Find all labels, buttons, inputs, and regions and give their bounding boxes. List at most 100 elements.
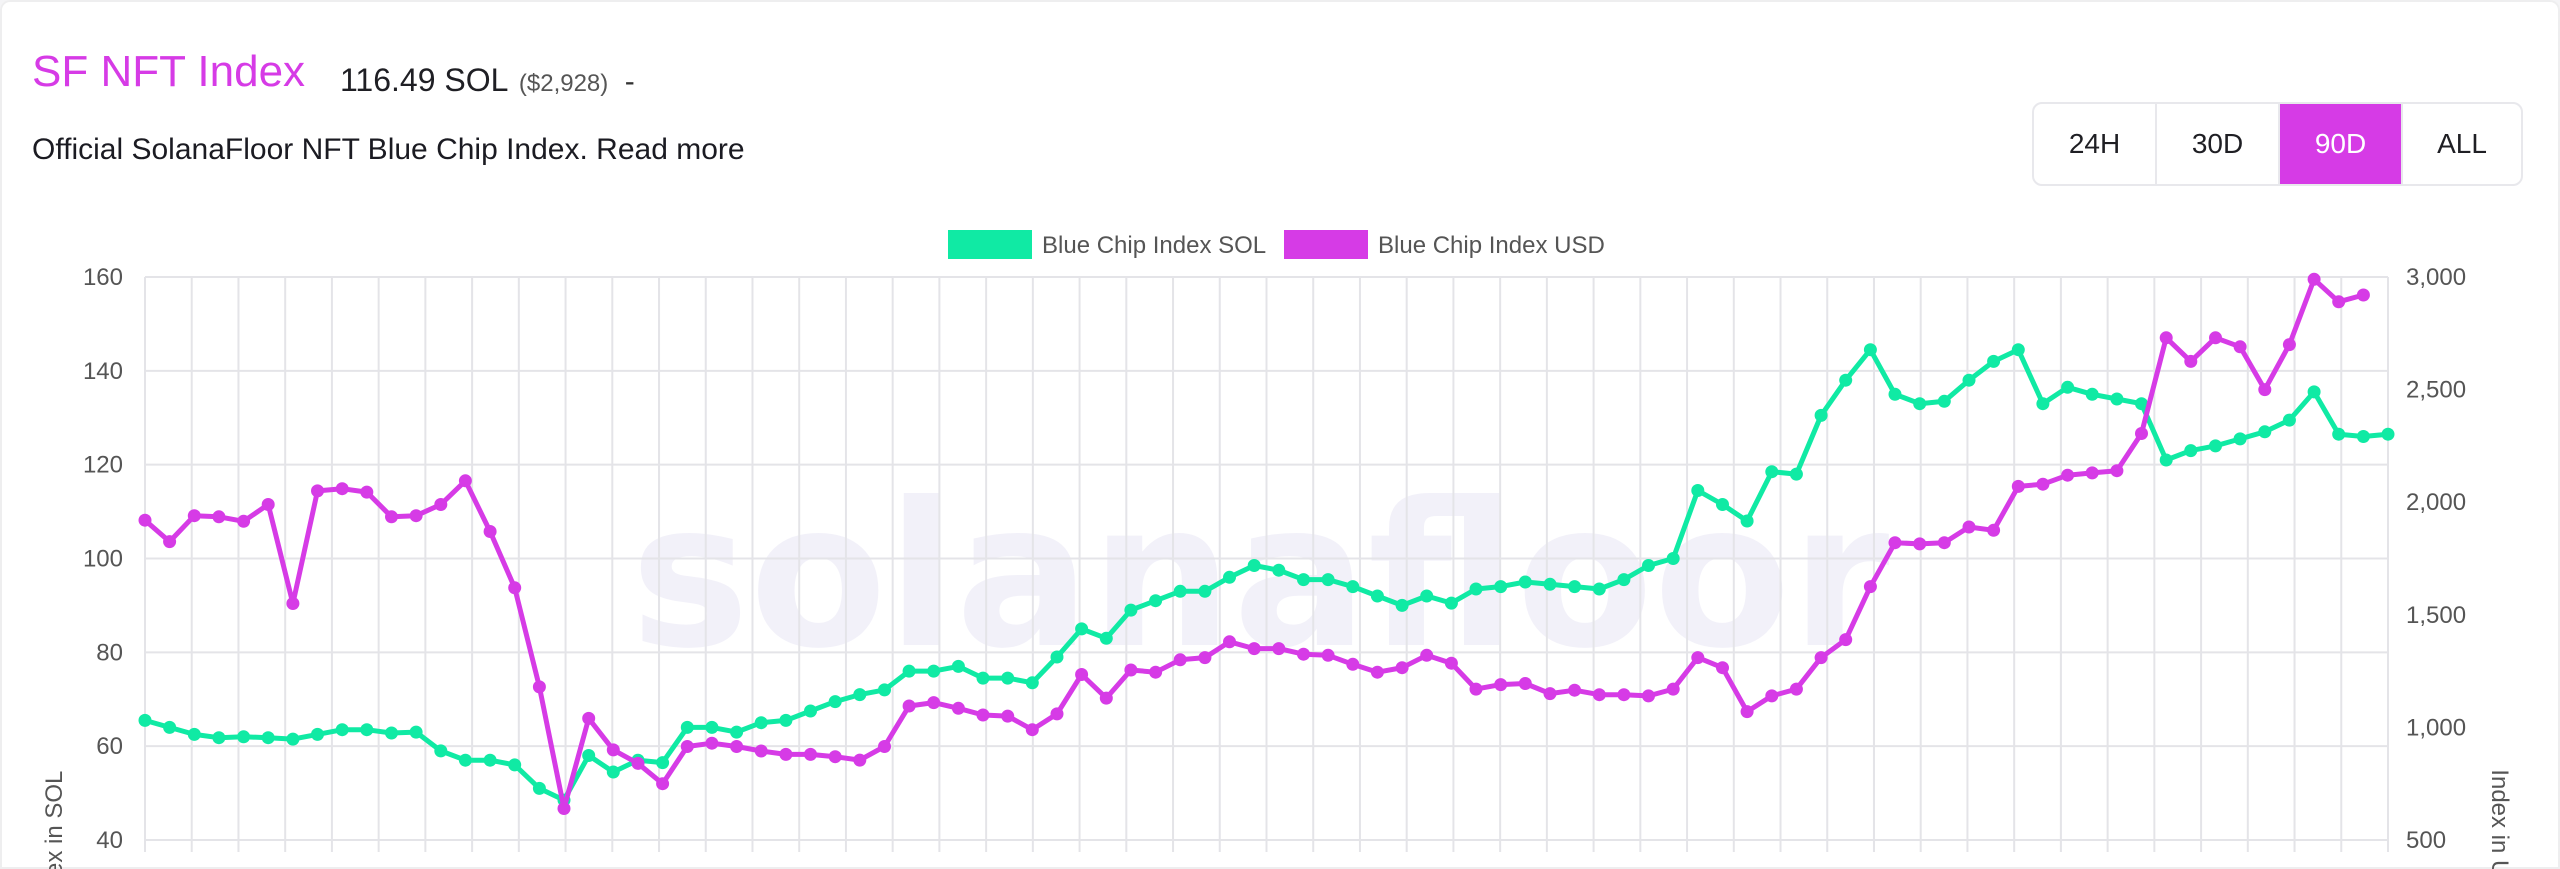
legend-label-usd[interactable]: Blue Chip Index USD xyxy=(1378,232,1605,259)
data-point-usd[interactable] xyxy=(1223,635,1236,649)
data-point-sol[interactable] xyxy=(1149,594,1163,608)
data-point-sol[interactable] xyxy=(2258,425,2272,439)
data-point-sol[interactable] xyxy=(2233,432,2247,446)
data-point-sol[interactable] xyxy=(1666,552,1680,565)
data-point-usd[interactable] xyxy=(1789,682,1803,696)
range-90d-button[interactable]: 90D xyxy=(2280,104,2403,184)
data-point-sol[interactable] xyxy=(1395,598,1409,612)
data-point-sol[interactable] xyxy=(2110,392,2124,406)
data-point-sol[interactable] xyxy=(2381,427,2395,441)
data-point-sol[interactable] xyxy=(1050,650,1064,664)
data-point-usd[interactable] xyxy=(2209,331,2222,345)
data-point-usd[interactable] xyxy=(1001,709,1015,723)
data-point-usd[interactable] xyxy=(1913,537,1927,551)
data-point-usd[interactable] xyxy=(2184,354,2198,368)
data-point-sol[interactable] xyxy=(2011,343,2025,357)
data-point-sol[interactable] xyxy=(1001,671,1015,685)
data-point-sol[interactable] xyxy=(1247,559,1261,572)
data-point-usd[interactable] xyxy=(2233,340,2247,354)
data-point-usd[interactable] xyxy=(779,747,793,761)
data-point-usd[interactable] xyxy=(508,581,522,595)
data-point-usd[interactable] xyxy=(927,696,941,710)
data-point-usd[interactable] xyxy=(2061,468,2075,482)
data-point-usd[interactable] xyxy=(1765,689,1779,703)
data-point-usd[interactable] xyxy=(951,701,965,715)
data-point-sol[interactable] xyxy=(1839,373,1853,387)
data-point-sol[interactable] xyxy=(335,723,349,737)
data-point-usd[interactable] xyxy=(261,498,275,511)
data-point-usd[interactable] xyxy=(1272,642,1286,656)
data-point-usd[interactable] xyxy=(1346,657,1360,671)
data-point-sol[interactable] xyxy=(187,727,201,741)
data-point-sol[interactable] xyxy=(360,723,374,737)
data-point-usd[interactable] xyxy=(705,736,719,750)
data-point-sol[interactable] xyxy=(138,713,152,727)
data-point-usd[interactable] xyxy=(1469,682,1483,696)
data-point-sol[interactable] xyxy=(1321,573,1335,587)
data-point-sol[interactable] xyxy=(1765,465,1779,479)
data-point-usd[interactable] xyxy=(1124,663,1138,677)
data-point-usd[interactable] xyxy=(902,699,916,713)
data-point-usd[interactable] xyxy=(2332,295,2346,309)
data-point-sol[interactable] xyxy=(2036,397,2050,411)
data-point-sol[interactable] xyxy=(976,671,990,685)
data-point-usd[interactable] xyxy=(1863,580,1877,594)
data-point-usd[interactable] xyxy=(557,802,571,815)
data-point-sol[interactable] xyxy=(705,720,719,734)
data-point-sol[interactable] xyxy=(1592,582,1606,596)
data-point-sol[interactable] xyxy=(1075,622,1089,636)
data-point-sol[interactable] xyxy=(1469,582,1483,596)
data-point-usd[interactable] xyxy=(631,756,645,770)
data-point-sol[interactable] xyxy=(779,713,793,727)
data-point-usd[interactable] xyxy=(1395,661,1409,675)
data-point-usd[interactable] xyxy=(878,740,891,753)
data-point-sol[interactable] xyxy=(951,659,965,673)
data-point-sol[interactable] xyxy=(1543,577,1557,591)
data-point-usd[interactable] xyxy=(1592,688,1606,702)
data-point-sol[interactable] xyxy=(1888,387,1902,401)
data-point-sol[interactable] xyxy=(853,688,867,702)
data-point-sol[interactable] xyxy=(2307,385,2321,399)
data-point-usd[interactable] xyxy=(1099,691,1113,705)
data-point-sol[interactable] xyxy=(730,725,744,739)
data-point-usd[interactable] xyxy=(2356,288,2370,302)
data-point-usd[interactable] xyxy=(286,597,300,610)
data-point-sol[interactable] xyxy=(1198,584,1212,598)
data-point-usd[interactable] xyxy=(1962,520,1976,534)
data-point-sol[interactable] xyxy=(1962,373,1976,387)
legend-label-sol[interactable]: Blue Chip Index SOL xyxy=(1042,232,1266,259)
data-point-usd[interactable] xyxy=(1740,705,1754,719)
data-point-usd[interactable] xyxy=(1247,642,1261,656)
data-point-usd[interactable] xyxy=(237,514,251,528)
data-point-sol[interactable] xyxy=(409,725,423,739)
data-point-usd[interactable] xyxy=(1839,633,1853,647)
data-point-usd[interactable] xyxy=(1444,656,1458,670)
data-point-sol[interactable] xyxy=(878,683,891,697)
data-point-usd[interactable] xyxy=(2036,477,2050,491)
data-point-usd[interactable] xyxy=(1050,707,1064,721)
data-point-sol[interactable] xyxy=(2184,444,2198,458)
data-point-sol[interactable] xyxy=(1617,573,1631,587)
data-point-usd[interactable] xyxy=(1518,677,1532,690)
data-point-sol[interactable] xyxy=(1691,484,1705,497)
data-point-usd[interactable] xyxy=(1937,536,1951,550)
data-point-sol[interactable] xyxy=(1297,573,1310,587)
data-point-sol[interactable] xyxy=(1420,589,1434,603)
range-24h-button[interactable]: 24H xyxy=(2034,104,2157,184)
data-point-sol[interactable] xyxy=(1223,570,1236,584)
data-point-sol[interactable] xyxy=(212,731,226,745)
data-point-usd[interactable] xyxy=(606,743,620,757)
data-point-usd[interactable] xyxy=(1987,523,2001,537)
data-point-usd[interactable] xyxy=(730,740,744,753)
data-point-sol[interactable] xyxy=(1272,563,1286,577)
legend-swatch-sol[interactable] xyxy=(948,230,1032,259)
data-point-sol[interactable] xyxy=(1370,589,1384,603)
data-point-sol[interactable] xyxy=(458,753,472,767)
data-point-usd[interactable] xyxy=(976,708,990,722)
data-point-sol[interactable] xyxy=(1568,580,1582,594)
data-point-usd[interactable] xyxy=(1691,651,1705,665)
data-point-sol[interactable] xyxy=(680,720,694,734)
data-point-sol[interactable] xyxy=(1494,580,1508,594)
data-point-usd[interactable] xyxy=(1814,651,1828,665)
data-point-sol[interactable] xyxy=(828,695,842,709)
